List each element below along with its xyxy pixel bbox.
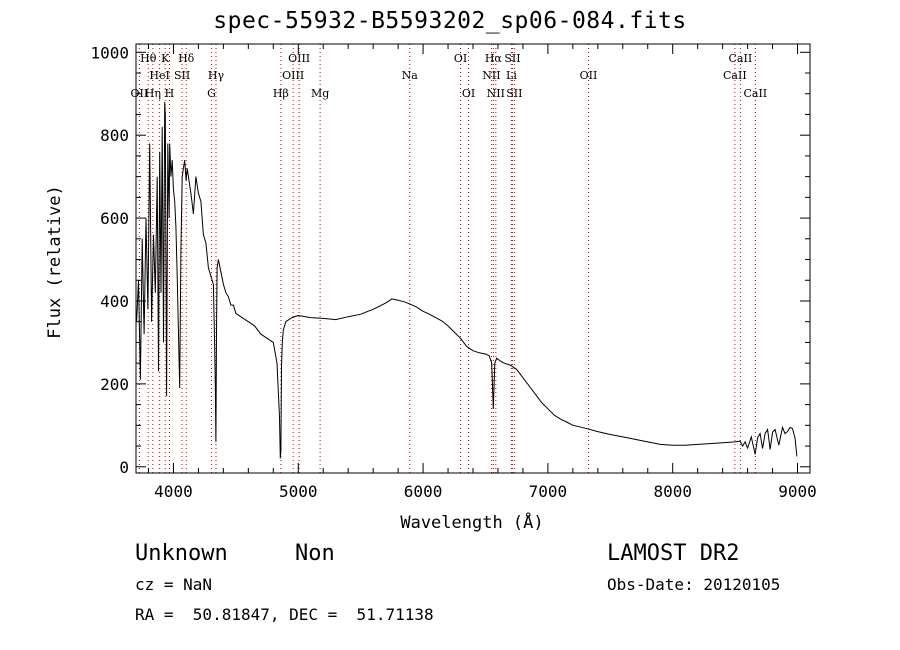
marker-label-19: H	[165, 87, 175, 100]
marker-label-12: Na	[402, 69, 419, 82]
emission-line-markers	[138, 44, 756, 473]
coordinates-label: RA = 50.81847, DEC = 51.71138	[135, 605, 434, 624]
y-axis-label: Flux (relative)	[45, 185, 65, 339]
plot-frame	[135, 43, 811, 474]
marker-label-9: SII	[174, 69, 190, 82]
object-class: Unknown	[135, 541, 228, 566]
x-tick-label-1: 5000	[279, 482, 318, 501]
marker-label-23: OI	[462, 87, 475, 100]
x-tick-label-2: 6000	[404, 482, 443, 501]
marker-label-10: Hγ	[208, 69, 225, 82]
y-tick-label-1: 200	[100, 375, 129, 394]
obs-date-label: Obs-Date: 20120105	[607, 575, 781, 594]
x-tick-label-0: 4000	[154, 482, 193, 501]
marker-label-25: SII	[506, 87, 522, 100]
marker-label-5: Hα	[485, 52, 503, 65]
marker-label-3: OIII	[288, 52, 310, 65]
marker-label-22: Mg	[311, 87, 329, 100]
marker-label-1: K	[161, 52, 170, 65]
y-axis-ticks: 0 200 400 600 800 1000	[90, 43, 810, 477]
x-tick-label-4: 8000	[653, 482, 692, 501]
marker-label-21: Hβ	[273, 87, 289, 100]
x-axis-ticks: 4000 5000 6000 7000 8000 9000	[147, 44, 817, 501]
y-tick-label-2: 400	[100, 292, 129, 311]
marker-label-13: NII	[482, 69, 500, 82]
marker-label-6: SII	[504, 52, 520, 65]
y-tick-label-5: 1000	[90, 43, 129, 62]
marker-label-15: OII	[580, 69, 598, 82]
marker-label-8: HeI	[149, 69, 169, 82]
y-tick-label-3: 600	[100, 209, 129, 228]
marker-label-11: OIII	[282, 69, 304, 82]
marker-label-26: CaII	[743, 87, 767, 100]
y-tick-label-0: 0	[119, 458, 129, 477]
object-subclass: Non	[295, 541, 335, 566]
marker-label-2: Hδ	[178, 52, 195, 65]
x-tick-label-3: 7000	[529, 482, 568, 501]
x-axis-label: Wavelength (Å)	[400, 511, 543, 533]
marker-label-18: Hη	[145, 87, 161, 100]
marker-label-16: CaII	[723, 69, 747, 82]
x-tick-label-5: 9000	[778, 482, 817, 501]
marker-label-20: G	[207, 87, 216, 100]
marker-label-7: CaII	[729, 52, 753, 65]
marker-label-24: NII	[487, 87, 505, 100]
chart-title: spec-55932-B5593202_sp06-084.fits	[213, 8, 687, 34]
marker-label-4: OI	[454, 52, 467, 65]
survey-label: LAMOST DR2	[607, 541, 740, 566]
marker-label-14: Li	[506, 69, 517, 82]
y-tick-label-4: 800	[100, 126, 129, 145]
spectrum-series-line	[136, 101, 798, 459]
redshift-label: cz = NaN	[135, 575, 213, 594]
marker-label-0: Hθ	[140, 52, 157, 65]
